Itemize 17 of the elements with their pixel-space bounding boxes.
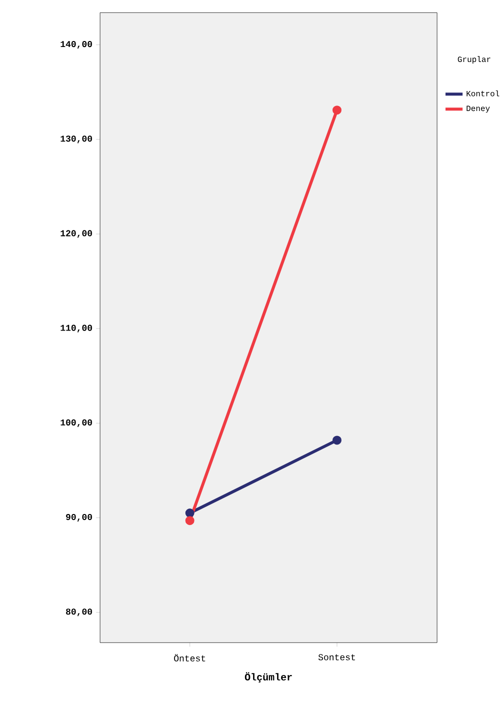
point	[185, 508, 194, 518]
y-tick-label: 140,00	[60, 41, 92, 49]
legend-label: Kontrol	[466, 90, 500, 96]
legend-label: Deney	[466, 106, 490, 113]
y-tick-label: 80,00	[66, 608, 92, 616]
y-tick-label: 130,00	[60, 136, 92, 144]
x-tick-label: Sontest	[318, 654, 355, 660]
x-tick-label: Öntest	[174, 654, 206, 662]
point	[332, 106, 342, 115]
y-tick-label: 90,00	[66, 514, 92, 522]
point	[185, 516, 194, 526]
x-axis-title: Ölçümler	[244, 672, 292, 683]
point	[332, 436, 342, 445]
y-tick-label: 110,00	[60, 324, 92, 332]
y-tick-label: 120,00	[60, 230, 92, 238]
y-tick-label: 100,00	[60, 419, 92, 427]
legend-title: Gruplar	[458, 56, 490, 64]
